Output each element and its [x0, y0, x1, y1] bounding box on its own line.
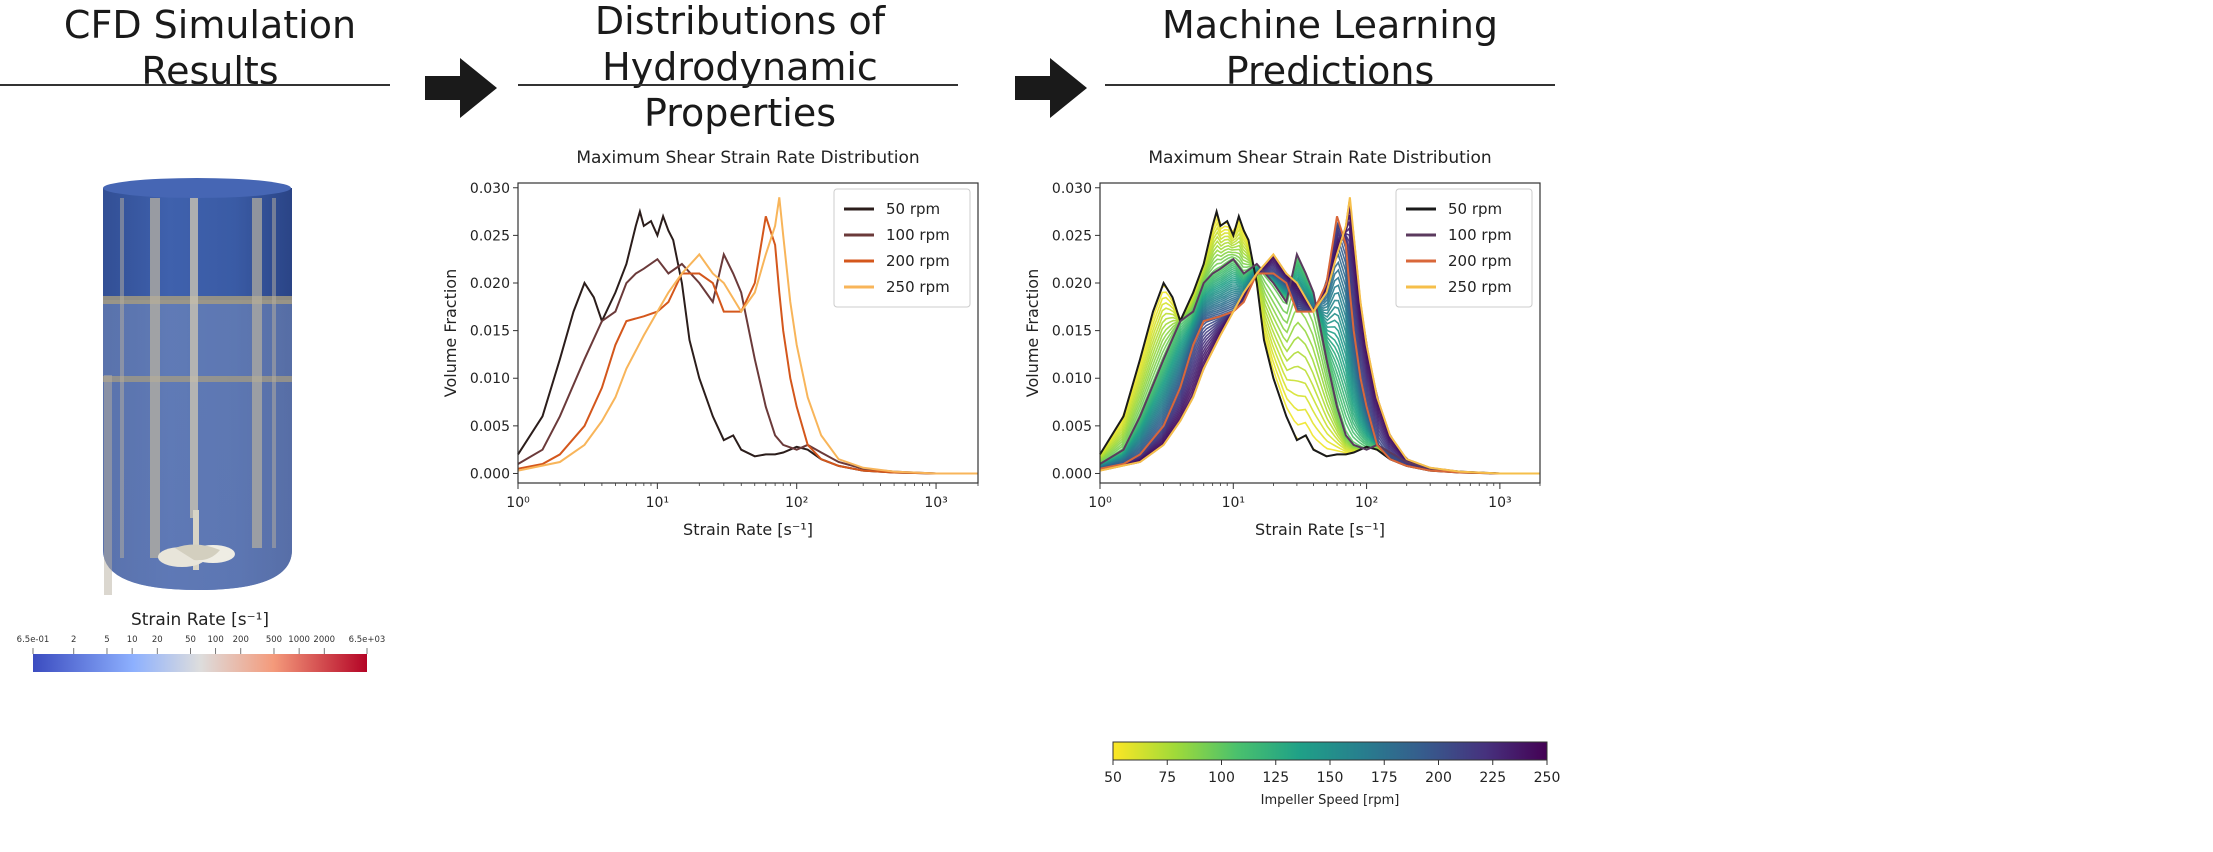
y-tick-label: 0.020	[1052, 276, 1092, 292]
colorbar-tick-label: 175	[1371, 770, 1398, 786]
x-axis-label: Strain Rate [s⁻¹]	[1255, 520, 1385, 539]
y-tick-label: 0.015	[470, 324, 510, 340]
chart-title: Maximum Shear Strain Rate Distribution	[576, 148, 919, 168]
tank-colorbar-tick-label: 6.5e+03	[349, 635, 386, 645]
stirred-tank-image	[103, 178, 292, 595]
colorbar-tick-label: 100	[1208, 770, 1235, 786]
chart-title: Maximum Shear Strain Rate Distribution	[1148, 148, 1491, 168]
legend-label: 250 rpm	[1448, 278, 1512, 296]
tank-colorbar-tick-label: 2000	[313, 635, 335, 645]
colorbar-tick-label: 75	[1158, 770, 1176, 786]
y-tick-label: 0.005	[470, 419, 510, 435]
legend-label: 200 rpm	[886, 252, 950, 270]
y-tick-label: 0.030	[1052, 181, 1092, 197]
strain-rate-distribution-chart: Maximum Shear Strain Rate Distribution 0.…	[441, 148, 979, 539]
heading-distributions: Distributions of Hydrodynamic Properties	[594, 0, 886, 135]
y-tick-label: 0.025	[470, 228, 510, 244]
plot-frame	[1099, 182, 1541, 484]
colorbar-tick-label: 200	[1425, 770, 1452, 786]
tank-colorbar-tick-label: 50	[185, 635, 196, 645]
legend-box	[833, 188, 971, 308]
legend-label: 100 rpm	[886, 226, 950, 244]
tank-colorbar-tick-label: 2	[71, 635, 76, 645]
colorbar-tick-label: 125	[1262, 770, 1289, 786]
colorbar-label: Impeller Speed [rpm]	[1261, 793, 1400, 808]
y-tick-label: 0.005	[1052, 419, 1092, 435]
heading-ml: Machine Learning Predictions	[1161, 3, 1499, 93]
tank-colorbar-tick-label: 10	[127, 635, 138, 645]
heading-ml-rule	[1105, 84, 1555, 86]
legend-box	[1395, 188, 1533, 308]
ml-prediction-chart: Maximum Shear Strain Rate Distribution 0.…	[1023, 148, 1541, 539]
colorbar-tick-label: 150	[1317, 770, 1344, 786]
x-tick-label: 10¹	[1222, 495, 1245, 511]
reference-curve	[1099, 197, 1540, 475]
x-tick-label: 10²	[785, 495, 808, 511]
legend-label: 100 rpm	[1448, 226, 1512, 244]
tank-colorbar-tick-label: 200	[233, 635, 249, 645]
plot-frame	[517, 182, 979, 484]
cfd-tank-panel: Strain Rate [s⁻¹] 6.5e-01 2 5 10 20 50 100 200 5…	[0, 150, 420, 850]
tank-colorbar-tick-label: 5	[104, 635, 109, 645]
strain-rate-colorbar-title: Strain Rate [s⁻¹]	[130, 610, 270, 630]
x-tick-label: 10³	[924, 495, 947, 511]
heading-cfd-rule	[0, 84, 390, 86]
tank-colorbar-tick-label: 20	[152, 635, 163, 645]
y-axis-label: Volume Fraction	[441, 269, 460, 397]
x-axis-label: Strain Rate [s⁻¹]	[683, 520, 813, 539]
y-tick-label: 0.025	[1052, 228, 1092, 244]
y-tick-label: 0.020	[470, 276, 510, 292]
legend-label: 200 rpm	[1448, 252, 1512, 270]
strain-rate-colorbar: 6.5e-01 2 5 10 20 50 100 200 500 1000 2000 6.5e+03	[17, 635, 386, 672]
series-line-50-rpm	[517, 207, 978, 475]
x-tick-label: 10⁰	[506, 495, 530, 511]
y-tick-label: 0.010	[470, 371, 510, 387]
y-tick-label: 0.000	[1052, 466, 1092, 482]
x-tick-label: 10⁰	[1088, 495, 1112, 511]
legend-label: 50 rpm	[886, 200, 940, 218]
colorbar-tick-label: 250	[1534, 770, 1561, 786]
heading-distributions-rule	[518, 84, 958, 86]
x-tick-label: 10²	[1355, 495, 1378, 511]
y-tick-label: 0.015	[1052, 324, 1092, 340]
arrow-icon	[425, 58, 497, 118]
x-tick-label: 10¹	[646, 495, 669, 511]
legend-label: 50 rpm	[1448, 200, 1502, 218]
tank-colorbar-tick-label: 1000	[288, 635, 310, 645]
series-line-250-rpm	[517, 197, 978, 475]
y-axis-label: Volume Fraction	[1023, 269, 1042, 397]
arrow-icon	[1015, 58, 1087, 118]
tank-colorbar-tick-label: 100	[208, 635, 224, 645]
reference-curve	[1099, 207, 1540, 475]
reference-curve	[1099, 251, 1540, 475]
impeller-speed-colorbar: 50 75 100 125 150 175 200 225 250 Impeller Speed …	[1104, 741, 1561, 808]
colorbar-tick-label: 225	[1479, 770, 1506, 786]
heading-cfd: CFD Simulation Results	[63, 3, 357, 93]
y-tick-label: 0.030	[470, 181, 510, 197]
y-tick-label: 0.010	[1052, 371, 1092, 387]
tank-colorbar-tick-label: 6.5e-01	[17, 635, 50, 645]
colorbar-tick-label: 50	[1104, 770, 1122, 786]
impeller-speed-gradient	[1112, 741, 1548, 761]
series-line-100-rpm	[517, 251, 978, 475]
x-tick-label: 10³	[1488, 495, 1511, 511]
legend-label: 250 rpm	[886, 278, 950, 296]
tank-colorbar-tick-label: 500	[266, 635, 282, 645]
y-tick-label: 0.000	[470, 466, 510, 482]
